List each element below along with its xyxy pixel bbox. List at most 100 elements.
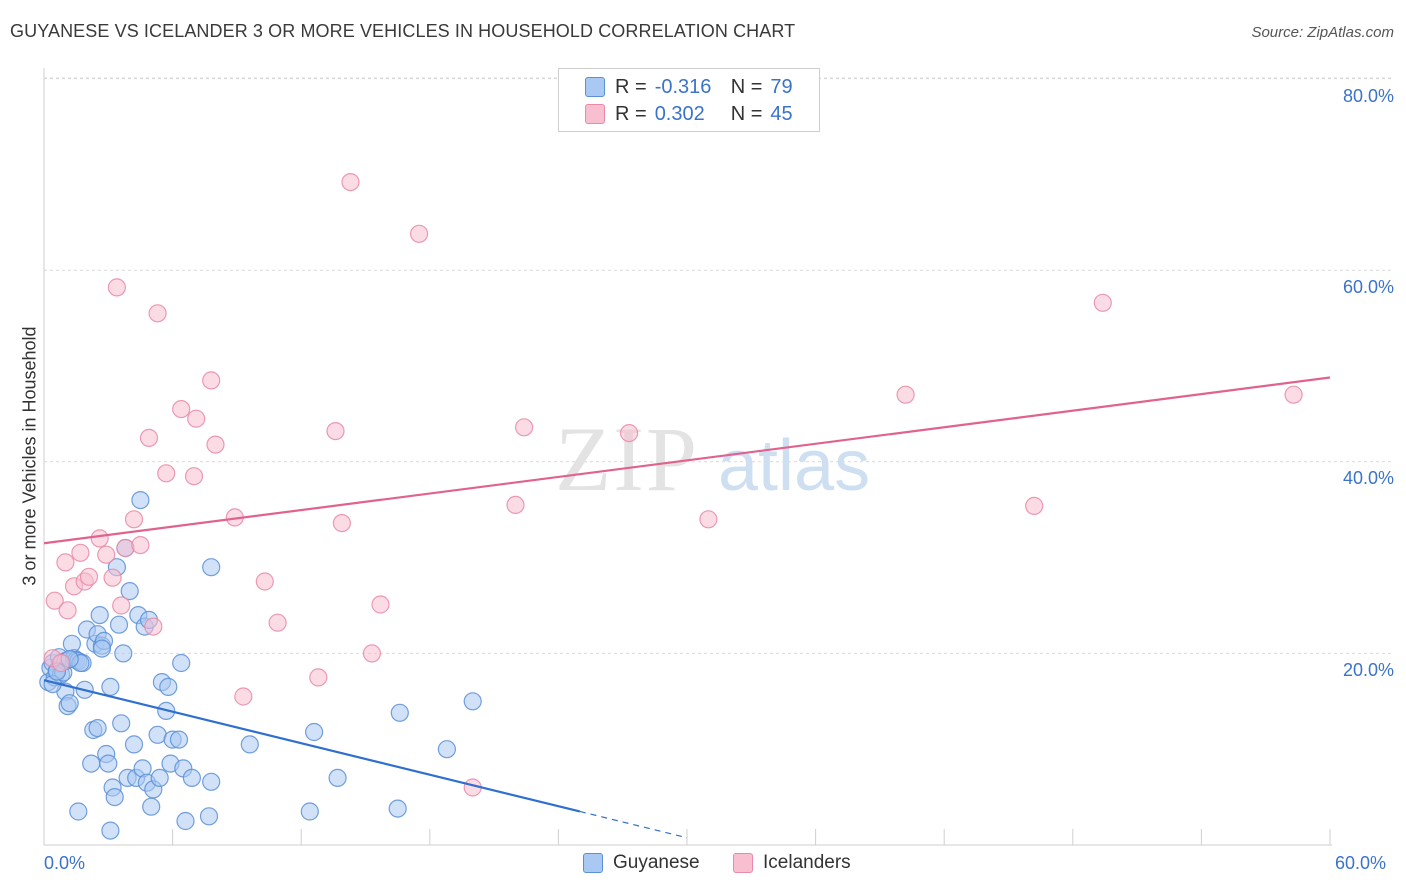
legend-label-icelanders: Icelanders	[763, 852, 851, 873]
point-guyanese	[437, 740, 456, 759]
trendline-guyanese-extension	[579, 810, 688, 839]
point-icelanders	[139, 428, 159, 447]
legend-n-label: N =	[730, 75, 763, 98]
legend-row-icelanders: R = 0.302 N = 45	[585, 102, 793, 126]
y-tick-label: 80.0%	[1342, 86, 1394, 106]
point-guyanese	[90, 605, 109, 625]
point-icelanders	[103, 568, 122, 587]
point-guyanese	[124, 735, 144, 754]
legend-n-value: 45	[770, 102, 793, 125]
series-guyanese	[39, 491, 482, 840]
point-guyanese	[463, 692, 482, 711]
y-tick-label: 20.0%	[1342, 660, 1394, 680]
trendline-icelanders	[43, 376, 1331, 545]
point-icelanders	[619, 424, 639, 443]
point-guyanese	[101, 677, 120, 697]
point-icelanders	[107, 278, 127, 297]
point-icelanders	[97, 545, 116, 564]
point-icelanders	[332, 513, 351, 533]
point-icelanders	[206, 435, 225, 454]
gridlines	[44, 77, 1392, 654]
point-icelanders	[58, 601, 77, 620]
point-icelanders	[144, 617, 163, 636]
point-guyanese	[101, 821, 120, 840]
source-credit: Source: ZipAtlas.com	[1251, 24, 1394, 41]
legend-n-value: 79	[770, 75, 793, 98]
point-icelanders	[341, 173, 360, 192]
legend-r-label: R =	[615, 75, 647, 98]
point-guyanese	[328, 768, 347, 788]
watermark-zip: ZIP	[555, 408, 699, 510]
point-guyanese	[82, 754, 101, 773]
point-icelanders	[371, 595, 390, 614]
point-guyanese	[202, 772, 221, 791]
point-guyanese	[105, 787, 124, 807]
point-icelanders	[362, 644, 381, 663]
point-icelanders	[131, 535, 150, 555]
point-guyanese	[159, 677, 178, 697]
point-icelanders	[172, 400, 191, 419]
point-icelanders	[148, 304, 167, 323]
icelanders-swatch	[585, 104, 605, 124]
point-icelanders	[187, 409, 206, 428]
trendline-guyanese	[43, 679, 581, 813]
point-icelanders	[896, 385, 915, 404]
point-icelanders	[234, 687, 253, 706]
point-guyanese	[169, 730, 189, 749]
point-icelanders	[71, 543, 90, 562]
point-guyanese	[182, 768, 201, 788]
legend-r-value: -0.316	[654, 75, 712, 98]
point-icelanders	[90, 529, 109, 548]
point-guyanese	[176, 811, 195, 831]
guyanese-swatch	[585, 77, 605, 97]
series-legend: Guyanese Icelanders	[0, 852, 1406, 878]
legend-row-guyanese: R = -0.316 N = 79	[585, 75, 793, 99]
point-guyanese	[388, 799, 407, 818]
point-icelanders	[45, 591, 64, 610]
point-icelanders	[410, 224, 429, 243]
point-guyanese	[120, 581, 139, 601]
point-icelanders	[124, 510, 144, 529]
axes	[43, 68, 1332, 846]
chart-title: GUYANESE VS ICELANDER 3 OR MORE VEHICLES…	[10, 21, 796, 41]
point-guyanese	[69, 802, 88, 821]
point-guyanese	[109, 615, 129, 634]
y-tick-label: 40.0%	[1342, 468, 1394, 488]
point-guyanese	[60, 694, 79, 713]
point-icelanders	[116, 538, 135, 558]
legend-r-value: 0.302	[654, 102, 705, 125]
trend-lines	[43, 376, 1331, 839]
x-tick-label-min: 0.0%	[44, 853, 86, 873]
y-axis-label: 3 or more Vehicles in Household	[19, 326, 40, 586]
watermark: ZIP atlas	[555, 408, 870, 510]
point-icelanders	[202, 371, 221, 390]
point-icelanders	[1025, 496, 1044, 515]
point-icelanders	[699, 510, 718, 529]
point-icelanders	[506, 495, 525, 514]
point-guyanese	[150, 768, 169, 788]
point-guyanese	[148, 725, 167, 744]
point-icelanders	[326, 422, 345, 441]
legend-r-label: R =	[615, 102, 647, 125]
point-guyanese	[99, 754, 118, 773]
correlation-legend: R = -0.316 N = 79 R = 0.302 N = 45	[558, 68, 820, 132]
guyanese-swatch	[583, 853, 603, 873]
point-guyanese	[300, 802, 319, 821]
point-icelanders	[255, 572, 274, 591]
point-guyanese	[142, 797, 161, 816]
point-guyanese	[390, 703, 409, 722]
point-guyanese	[131, 491, 150, 510]
point-guyanese	[240, 735, 259, 754]
y-tick-label: 60.0%	[1342, 277, 1394, 297]
point-guyanese	[88, 718, 107, 738]
point-guyanese	[92, 639, 112, 658]
legend-label-guyanese: Guyanese	[613, 852, 700, 873]
point-icelanders	[1093, 293, 1112, 312]
point-guyanese	[112, 714, 131, 733]
x-tick-label-max: 60.0%	[1335, 853, 1387, 873]
point-guyanese	[114, 644, 133, 663]
legend-item-icelanders: Icelanders	[733, 852, 851, 874]
icelanders-swatch	[733, 853, 753, 873]
point-icelanders	[514, 418, 534, 437]
